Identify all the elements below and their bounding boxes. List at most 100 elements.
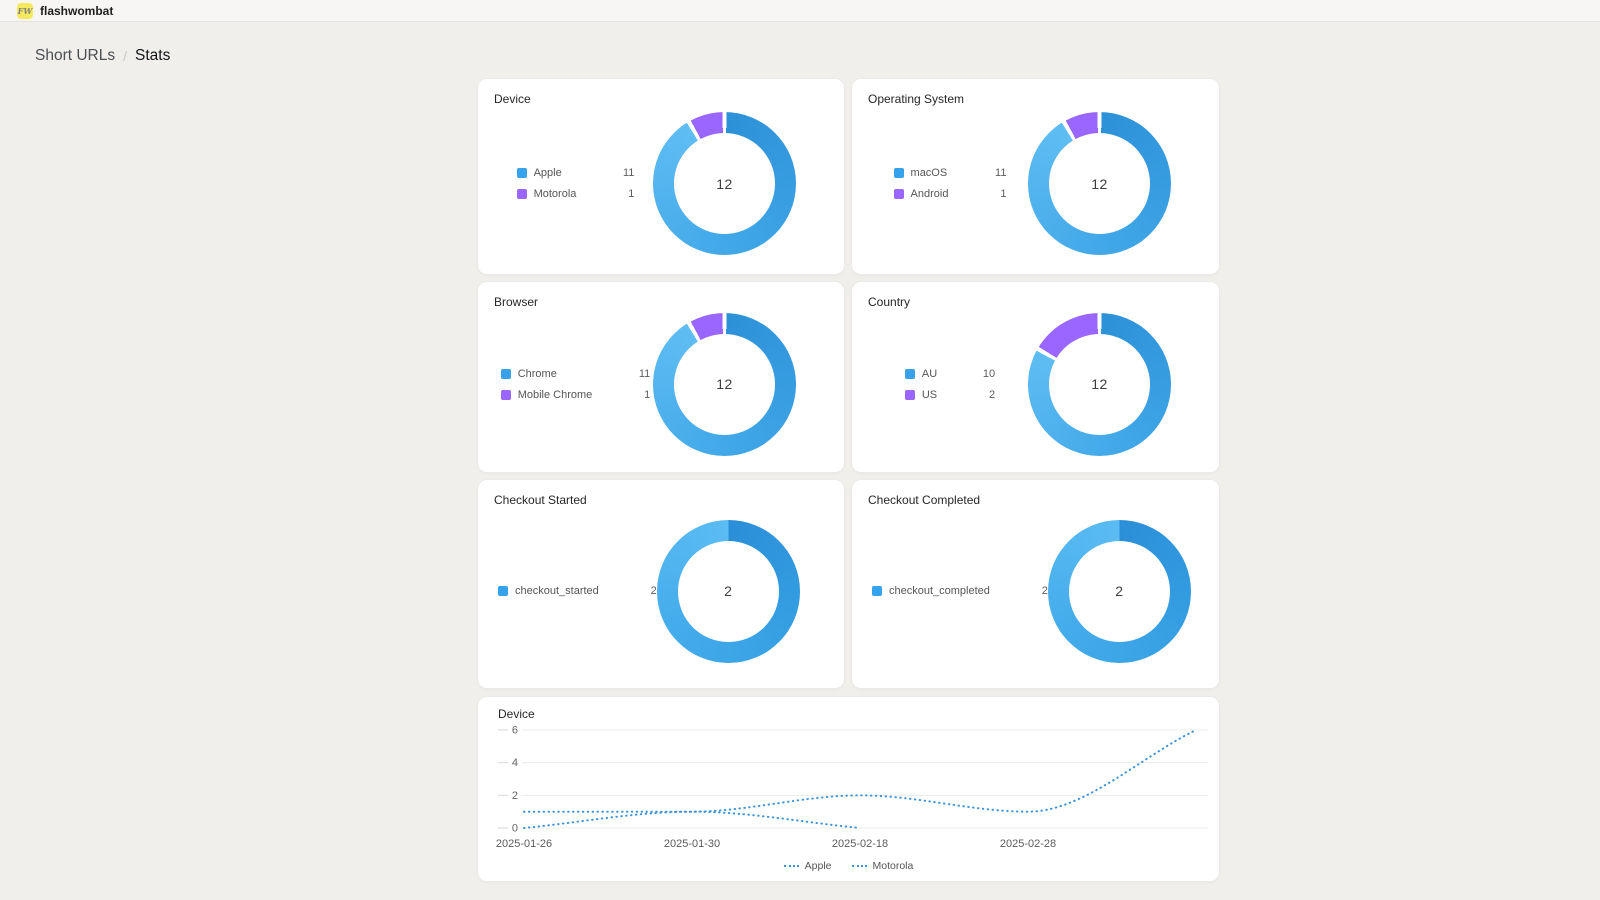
legend-swatch: [904, 389, 915, 400]
line-chart-title: Device: [498, 707, 535, 721]
donut-chart[interactable]: 12: [653, 312, 796, 456]
chart-card-checkout-completed: Checkout Completed checkout_completed 2 2: [851, 479, 1220, 689]
donut-total: 12: [716, 376, 733, 392]
legend-item[interactable]: Android: [893, 188, 949, 200]
donut-hole: [1068, 540, 1170, 642]
chart-card-browser: Browser Chrome 11 Mobile Chrome 1 12: [477, 281, 845, 473]
line-legend-label: Motorola: [872, 860, 914, 872]
legend-item[interactable]: Apple: [516, 167, 577, 179]
donut-chart[interactable]: 12: [1028, 112, 1171, 255]
legend-label: US: [921, 388, 938, 401]
legend-area: checkout_completed 2: [872, 585, 1048, 597]
donut-card-body: Chrome 11 Mobile Chrome 1 12: [478, 282, 844, 472]
legend-swatch: [498, 586, 508, 596]
chart-legend: checkout_completed 2: [872, 585, 1048, 597]
donut-grid: Device Apple 11 Motorola 1 12 Operating System…: [477, 78, 1220, 689]
legend-item[interactable]: AU: [904, 367, 938, 380]
legend-value: 2: [650, 585, 657, 597]
legend-item[interactable]: Motorola: [516, 188, 577, 200]
legend-label: AU: [921, 367, 938, 380]
legend-area: macOS 11 Android 1: [872, 167, 1028, 200]
chart-card-device: Device Apple 11 Motorola 1 12: [477, 78, 845, 275]
legend-swatch: [872, 586, 882, 596]
breadcrumb-stats[interactable]: Stats: [135, 47, 171, 64]
donut-hole: [1049, 133, 1150, 234]
donut-total: 12: [1091, 376, 1108, 392]
donut-total: 2: [1115, 583, 1124, 599]
line-legend-item[interactable]: Motorola: [851, 860, 914, 872]
x-tick-label: 2025-01-30: [664, 838, 720, 850]
donut-total: 12: [1091, 175, 1108, 192]
donut-hole: [674, 333, 775, 435]
y-tick-label: 0: [512, 823, 518, 835]
line-chart-legend: Apple Motorola: [478, 860, 1219, 872]
legend-item[interactable]: US: [904, 388, 938, 401]
donut-card-body: macOS 11 Android 1 12: [852, 79, 1219, 274]
donut-total: 12: [716, 175, 733, 192]
legend-value: 1: [644, 388, 651, 401]
legend-swatch: [516, 189, 527, 199]
legend-area: AU 10 US 2: [872, 368, 1028, 401]
card-title: Checkout Started: [494, 493, 587, 507]
series-line-motorola: [523, 810, 861, 829]
legend-item[interactable]: checkout_started: [498, 585, 599, 597]
donut-total: 2: [724, 583, 733, 599]
legend-value: 1: [1000, 188, 1007, 200]
legend-item[interactable]: macOS: [893, 167, 949, 179]
card-title: Operating System: [868, 92, 965, 106]
donut-card-body: AU 10 US 2 12: [852, 282, 1219, 472]
legend-area: Chrome 11 Mobile Chrome 1: [498, 368, 653, 401]
stats-page: Device Apple 11 Motorola 1 12 Operating System…: [477, 78, 1220, 882]
legend-label: Mobile Chrome: [517, 388, 593, 401]
legend-value: 2: [1041, 585, 1048, 597]
donut-chart[interactable]: 12: [1028, 312, 1171, 456]
chart-card-operating-system: Operating System macOS 11 Android 1 12: [851, 78, 1220, 275]
legend-label: Apple: [533, 167, 562, 179]
top-bar: FW flashwombat: [0, 0, 1600, 22]
line-legend-label: Apple: [804, 860, 832, 872]
x-tick-label: 2025-01-26: [496, 838, 552, 850]
legend-label: Android: [910, 188, 949, 200]
legend-swatch: [893, 168, 904, 178]
chart-legend: AU 10 US 2: [904, 367, 996, 401]
card-title: Browser: [494, 295, 539, 309]
legend-item[interactable]: Chrome: [500, 368, 593, 380]
legend-item[interactable]: checkout_completed: [872, 585, 990, 597]
legend-label: Motorola: [533, 188, 577, 200]
legend-swatch: [500, 368, 511, 379]
y-tick-label: 6: [512, 725, 518, 737]
donut-hole: [677, 540, 779, 642]
legend-swatch: [904, 368, 915, 379]
x-tick-label: 2025-02-28: [1000, 838, 1056, 850]
legend-label: macOS: [910, 167, 948, 179]
chart-legend: macOS 11 Android 1: [893, 167, 1007, 200]
legend-swatch: [893, 189, 904, 199]
donut-chart[interactable]: 12: [653, 112, 796, 255]
legend-value: 10: [982, 367, 996, 380]
legend-swatch: [516, 168, 527, 178]
legend-value: 11: [638, 367, 651, 380]
chart-legend: checkout_started 2: [498, 585, 657, 597]
legend-value: 11: [995, 167, 1007, 179]
legend-swatch: [500, 389, 511, 400]
y-tick-label: 2: [512, 790, 518, 802]
chart-card-country: Country AU 10 US 2 12: [851, 281, 1220, 473]
app-logo[interactable]: FW: [17, 2, 33, 19]
donut-chart[interactable]: 2: [1047, 519, 1191, 663]
donut-card-body: checkout_started 2 2: [478, 480, 844, 688]
dotted-line-marker: [851, 865, 867, 867]
legend-item[interactable]: Mobile Chrome: [500, 388, 593, 401]
breadcrumb-short-urls[interactable]: Short URLs: [35, 47, 116, 64]
app-logo-text: FW: [17, 5, 33, 16]
device-line-chart[interactable]: 0 2 4 6 2025-01-26 2025-01-30 2025-02-18 2025-0…: [478, 697, 1221, 883]
y-tick-label: 4: [512, 757, 518, 769]
line-legend-item[interactable]: Apple: [783, 860, 832, 872]
app-name: flashwombat: [40, 3, 114, 18]
chart-card-checkout-started: Checkout Started checkout_started 2 2: [477, 479, 845, 689]
card-title: Device: [494, 92, 531, 106]
x-tick-label: 2025-02-18: [832, 838, 888, 850]
dotted-line-marker: [783, 865, 799, 867]
legend-label: checkout_completed: [889, 585, 990, 597]
chart-card-device-timeline: Device 0 2 4 6 2025-01-26 2025-01-30 2025-02-1…: [477, 696, 1220, 882]
donut-chart[interactable]: 2: [656, 519, 800, 663]
